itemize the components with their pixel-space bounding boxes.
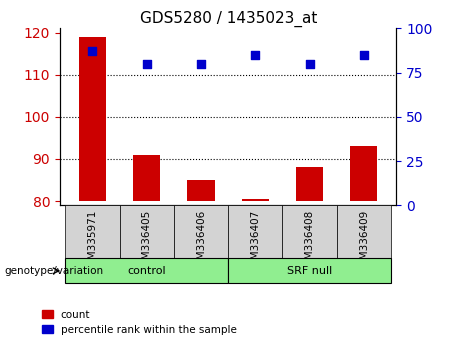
Bar — [65, 258, 228, 283]
Point — [306, 61, 313, 67]
Bar — [174, 205, 228, 258]
Bar — [188, 180, 215, 201]
Text: genotype/variation: genotype/variation — [5, 266, 104, 276]
Bar — [350, 146, 378, 201]
Bar — [337, 205, 391, 258]
Point — [89, 48, 96, 54]
Bar — [296, 167, 323, 201]
Text: GSM336408: GSM336408 — [305, 210, 314, 273]
Text: GSM336406: GSM336406 — [196, 210, 206, 273]
Point — [252, 52, 259, 58]
Bar — [120, 205, 174, 258]
Point — [360, 52, 367, 58]
Text: GSM336405: GSM336405 — [142, 210, 152, 273]
Bar — [133, 155, 160, 201]
Bar — [283, 205, 337, 258]
Bar — [242, 199, 269, 201]
Text: GSM336409: GSM336409 — [359, 210, 369, 273]
Text: SRF null: SRF null — [287, 266, 332, 276]
Bar — [79, 37, 106, 201]
Title: GDS5280 / 1435023_at: GDS5280 / 1435023_at — [140, 11, 317, 27]
Bar — [65, 205, 120, 258]
Text: control: control — [127, 266, 166, 276]
Text: GSM336407: GSM336407 — [250, 210, 260, 273]
Point — [197, 61, 205, 67]
Bar — [228, 205, 283, 258]
Legend: count, percentile rank within the sample: count, percentile rank within the sample — [42, 310, 236, 335]
Text: GSM335971: GSM335971 — [88, 210, 97, 273]
Point — [143, 61, 150, 67]
Bar — [228, 258, 391, 283]
